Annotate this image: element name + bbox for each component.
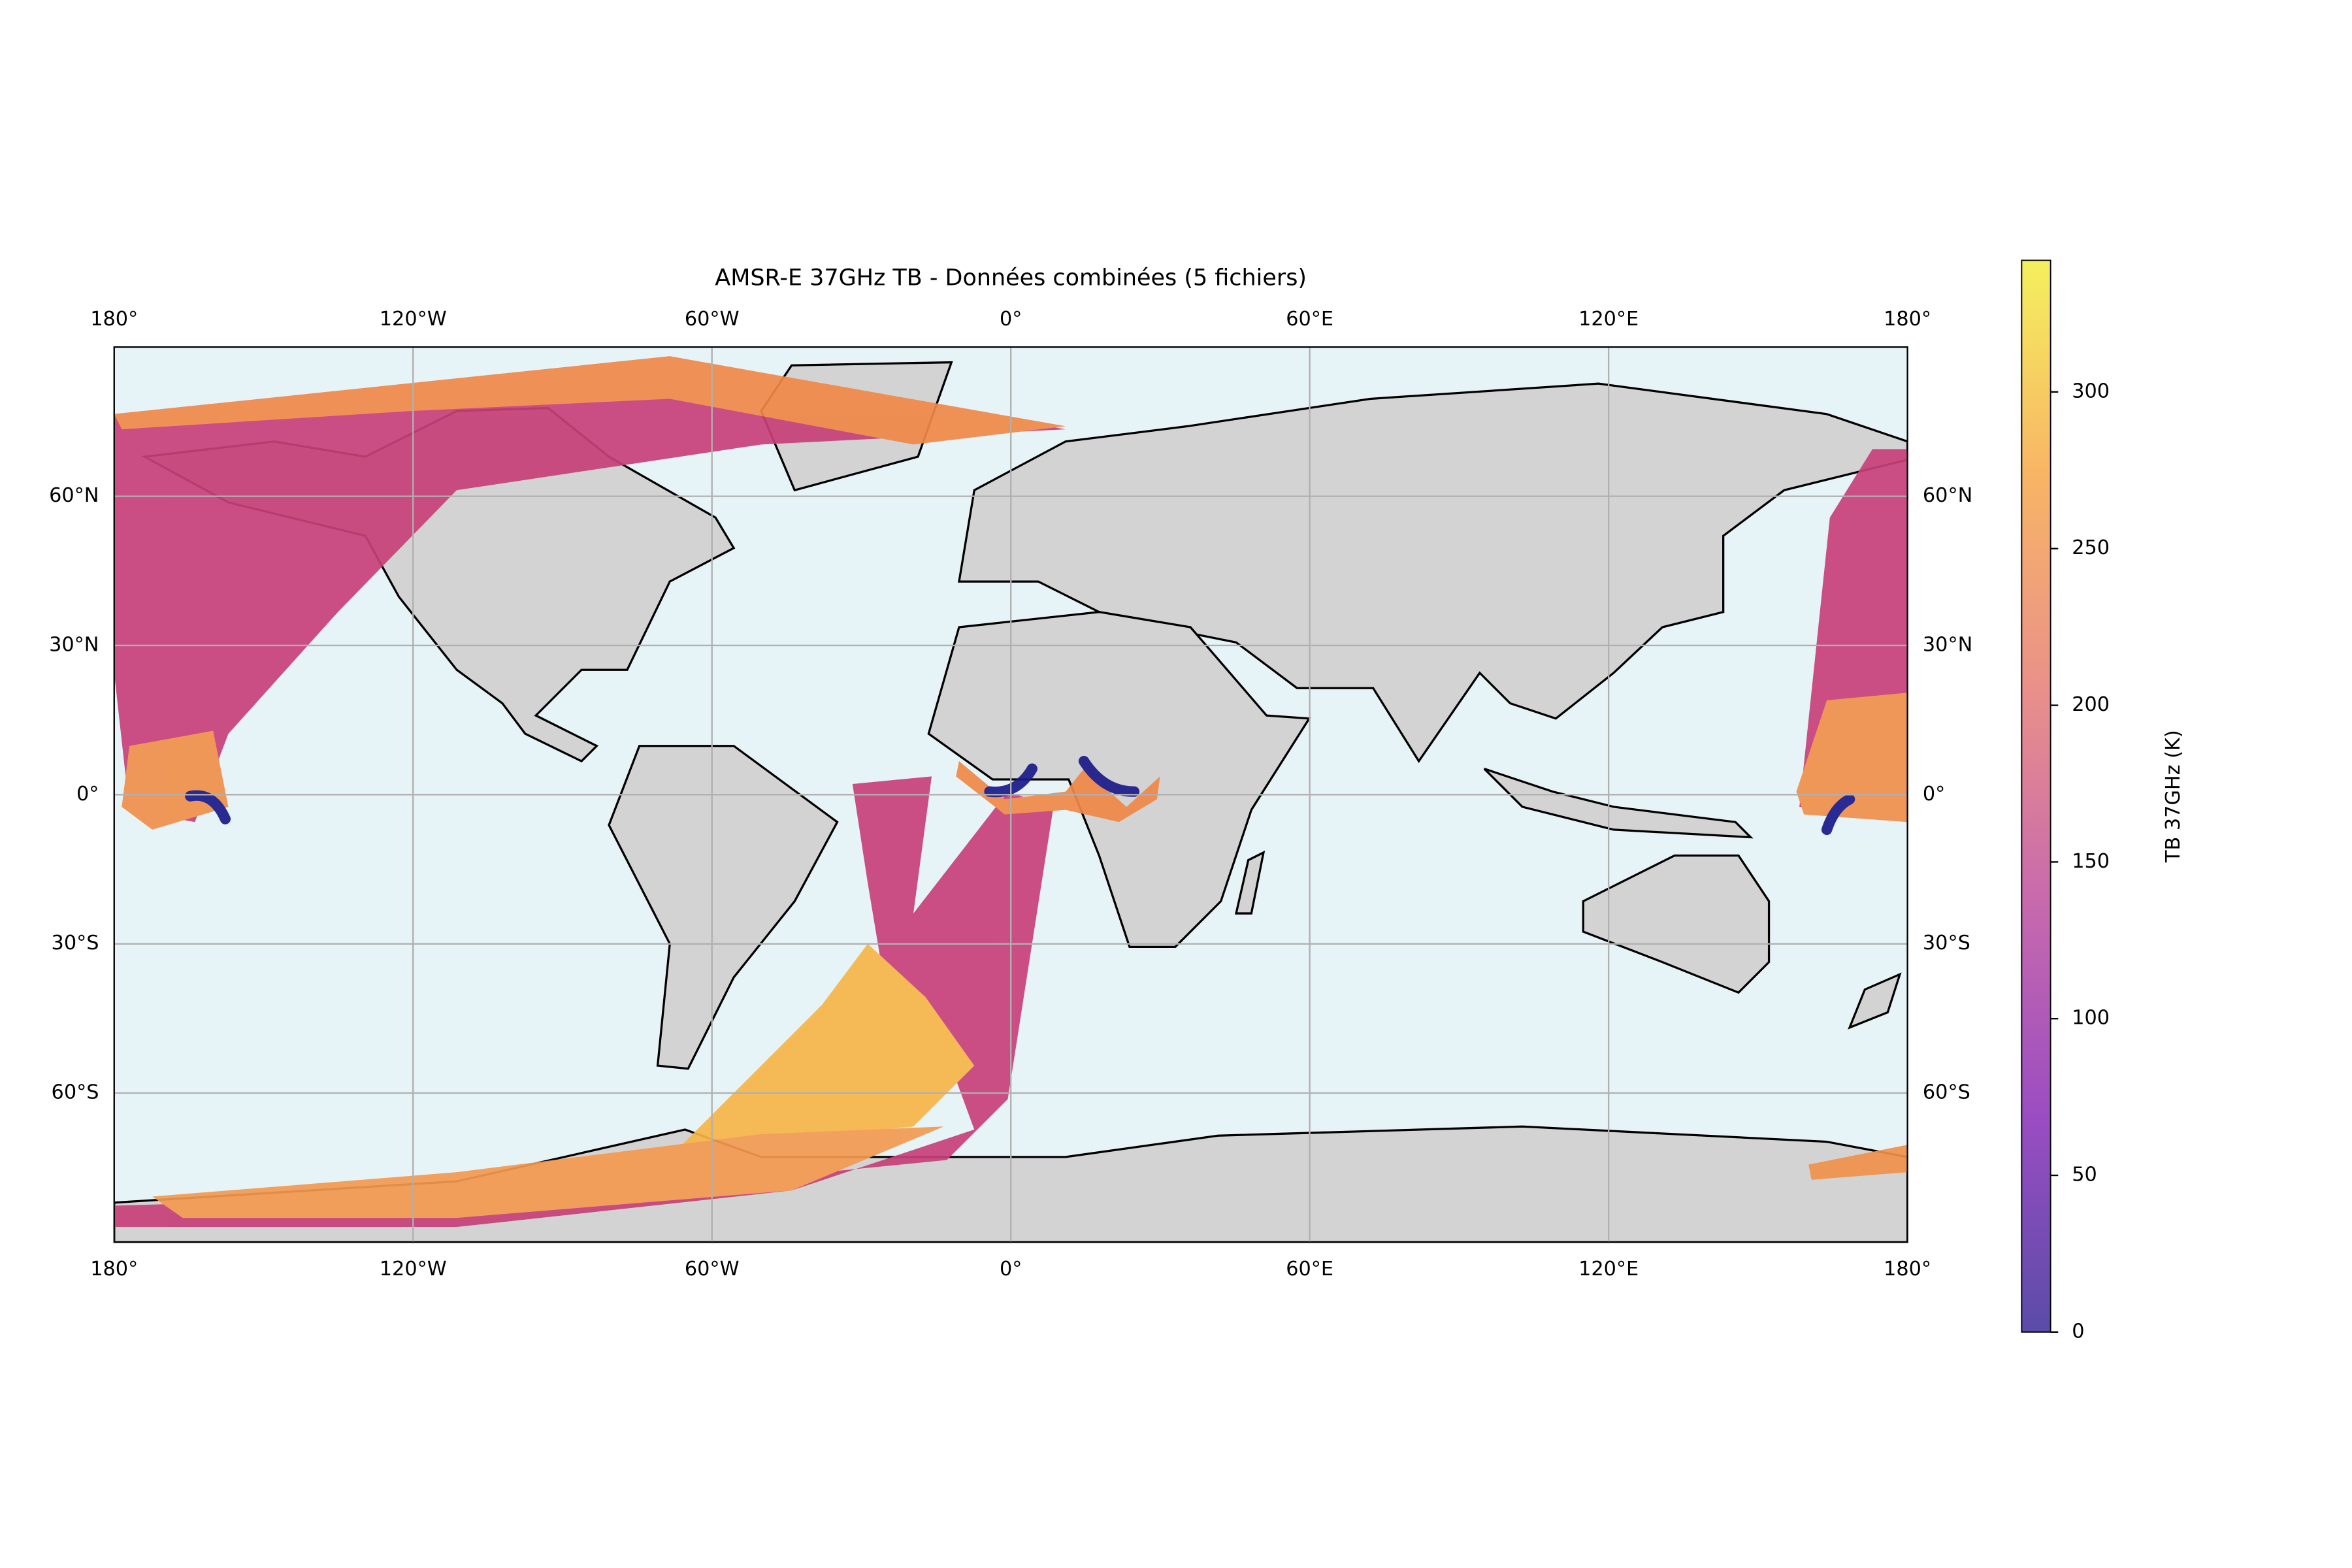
map-area (114, 347, 1908, 1243)
y-tick-label: 30°N (1923, 633, 1972, 656)
x-tick-label: 180° (1884, 1258, 1931, 1281)
colorbar-tick-label: 200 (2072, 693, 2110, 716)
y-tick-label: 30°N (49, 633, 99, 656)
x-tick-label: 180° (1884, 308, 1931, 331)
x-tick-label: 0° (1000, 308, 1022, 331)
y-tick-label: 60°N (1923, 484, 1972, 507)
y-tick-label: 60°N (49, 484, 99, 507)
eurasia (958, 382, 1908, 764)
x-tick-label: 60°E (1286, 1258, 1333, 1281)
x-tick-label: 180° (90, 308, 138, 331)
colorbar-tick-label: 250 (2072, 536, 2110, 559)
y-tick-label: 0° (1923, 783, 1945, 806)
y-tick-label: 30°S (52, 932, 99, 955)
swath (1796, 693, 1908, 823)
swath (956, 761, 1160, 823)
swath (114, 356, 1066, 445)
x-tick-label: 120°E (1578, 1258, 1639, 1281)
x-tick-label: 120°E (1578, 308, 1639, 331)
x-tick-label: 180° (90, 1258, 138, 1281)
colorbar-tick-label: 0 (2072, 1320, 2084, 1343)
swath (122, 730, 229, 830)
colorbar-tick-label: 300 (2072, 380, 2110, 402)
map-frame (113, 346, 1908, 1243)
x-tick-label: 60°W (685, 1258, 740, 1281)
swath (670, 943, 975, 1157)
colorbar-tick-label: 50 (2072, 1164, 2097, 1186)
swath-arc (185, 790, 231, 825)
x-tick-label: 60°W (685, 308, 740, 331)
x-tick-label: 60°E (1286, 308, 1333, 331)
south-america (608, 745, 839, 1070)
x-tick-label: 0° (1000, 1258, 1022, 1281)
swath (152, 1126, 944, 1218)
grid (114, 347, 1908, 1243)
madagascar (1234, 850, 1266, 915)
swath-arc (1078, 755, 1140, 797)
africa (927, 611, 1311, 948)
swath (1808, 1145, 1908, 1180)
x-tick-label: 120°W (380, 1258, 447, 1281)
y-tick-label: 60°S (52, 1081, 99, 1104)
map-title: AMSR-E 37GHz TB - Données combinées (5 f… (715, 265, 1307, 291)
swath (114, 356, 1066, 823)
colorbar (2021, 259, 2051, 1333)
colorbar-tick-label: 100 (2072, 1007, 2110, 1030)
new-zealand (1848, 972, 1902, 1030)
x-tick-label: 120°W (380, 308, 447, 331)
y-tick-label: 60°S (1923, 1081, 1970, 1104)
colorbar-tick-label: 150 (2072, 850, 2110, 873)
swaths (114, 356, 1908, 1228)
swath-arc (1821, 794, 1855, 836)
swath-arc (984, 763, 1037, 798)
y-tick-label: 0° (76, 783, 99, 806)
australia (1582, 854, 1771, 994)
colorbar-label: TB 37GHz (K) (2162, 730, 2185, 863)
y-tick-label: 30°S (1923, 932, 1970, 955)
